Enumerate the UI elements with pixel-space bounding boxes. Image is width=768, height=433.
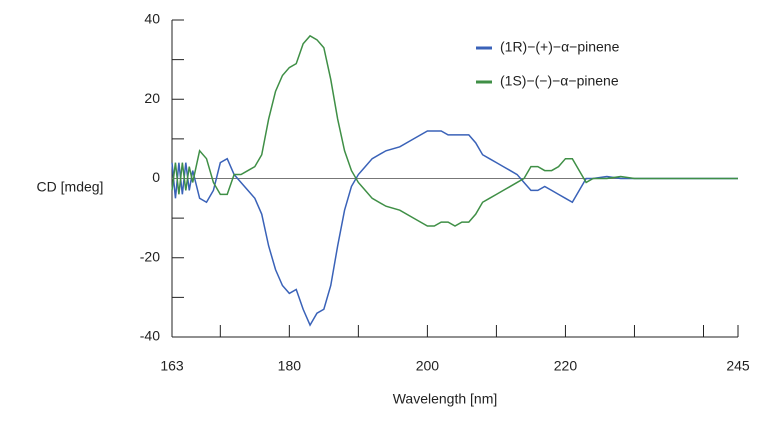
x-tick-label: 220 — [554, 358, 578, 374]
y-tick-label: 40 — [144, 11, 160, 27]
legend-label: (1S)−(−)−α−pinene — [500, 73, 619, 89]
y-axis-label: CD [mdeg] — [37, 179, 104, 195]
series-line — [171, 130, 738, 327]
legend-label: (1R)−(+)−α−pinene — [500, 39, 620, 55]
x-tick-label: 200 — [416, 358, 440, 374]
y-tick-label: 20 — [144, 90, 160, 106]
x-axis-label: Wavelength [nm] — [393, 391, 498, 407]
y-tick-label: -40 — [140, 328, 160, 344]
x-tick-label: 163 — [160, 358, 184, 374]
y-tick-label: -20 — [140, 248, 160, 264]
series-line — [171, 34, 738, 227]
y-tick-label: 0 — [152, 169, 160, 185]
x-tick-label: 180 — [278, 358, 302, 374]
x-tick-label: 245 — [726, 358, 750, 374]
